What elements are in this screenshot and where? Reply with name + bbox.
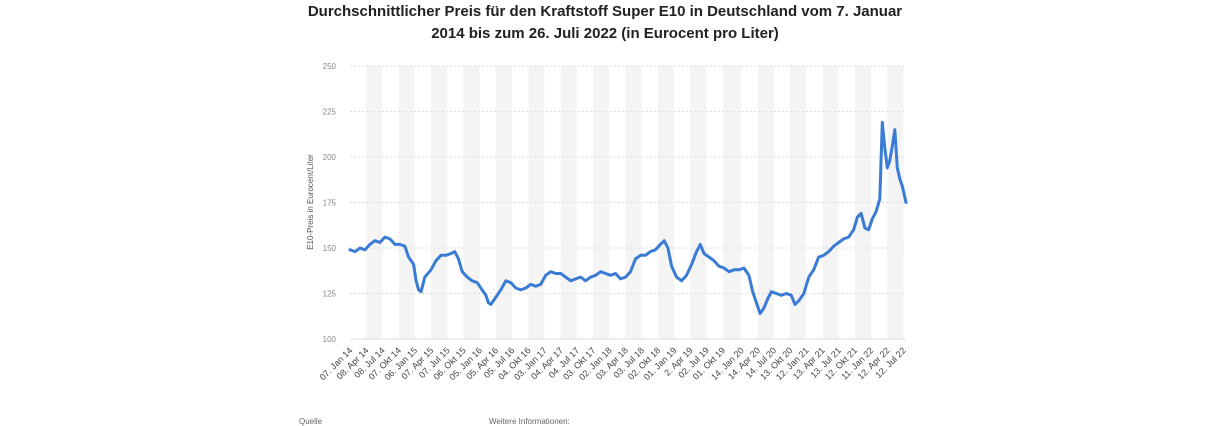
plot-band [609, 66, 626, 339]
plot-band [757, 66, 774, 339]
y-tick-label: 150 [323, 244, 337, 253]
plot-band [773, 66, 791, 339]
y-tick-label: 250 [323, 62, 337, 71]
y-tick-label: 200 [323, 153, 337, 162]
footer-source[interactable]: Quelle [299, 417, 323, 426]
y-axis-label: E10-Preis in Eurocent/Liter [306, 154, 315, 250]
plot-band [593, 66, 610, 339]
chart-title-line-1: Durchschnittlicher Preis für den Kraftst… [307, 3, 903, 20]
plot-band [641, 66, 658, 339]
y-tick-label: 225 [323, 108, 337, 117]
footer-more-info[interactable]: Weitere Informationen: [489, 417, 570, 426]
plot-band [576, 66, 594, 339]
y-tick-label: 100 [323, 335, 337, 344]
chart-title-line-2: 2014 bis zum 26. Juli 2022 (in Eurocent … [431, 25, 779, 42]
y-axis-ticks: 100 125 150 175 200 225 250 [323, 62, 337, 344]
plot-band [528, 66, 545, 339]
y-tick-label: 125 [323, 290, 337, 299]
plot-band [560, 66, 577, 339]
plot-band [512, 66, 529, 339]
y-tick-label: 175 [323, 199, 337, 208]
plot-band [544, 66, 561, 339]
gridlines [350, 65, 906, 340]
series-line [348, 120, 908, 315]
